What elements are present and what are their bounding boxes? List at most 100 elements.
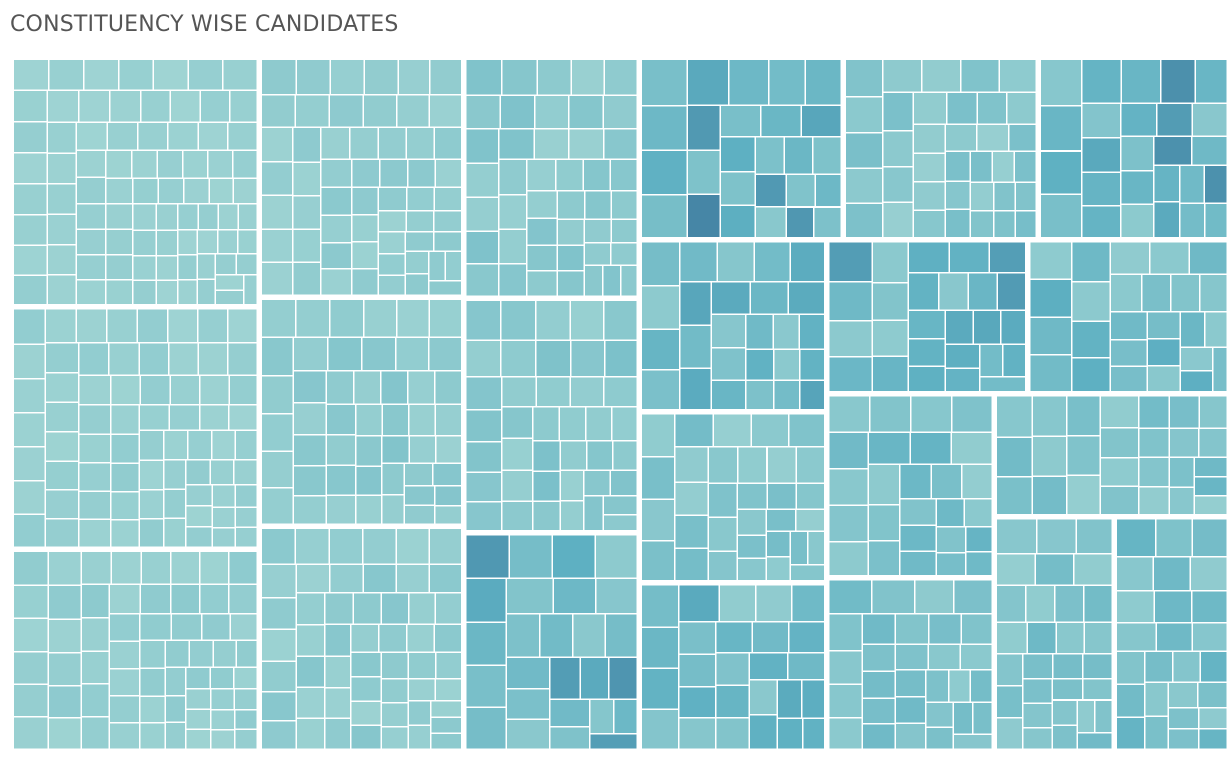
treemap-tile [199,343,228,375]
treemap-tile [829,357,872,392]
treemap-tile [533,441,560,471]
treemap-tile [896,644,928,670]
treemap-tile [321,216,351,242]
treemap-tile [111,464,139,492]
treemap-tile [1023,703,1052,727]
treemap-tile [381,371,408,404]
treemap-tile [14,91,47,121]
treemap-tile [829,433,868,469]
treemap-tile [156,230,178,255]
treemap-tile [378,128,406,159]
treemap-tile [409,436,436,463]
treemap-tile [133,179,158,204]
treemap-tile [178,280,197,305]
treemap-tile [1205,312,1227,347]
treemap-tile [262,263,292,295]
treemap-tile [211,689,234,709]
treemap-tile [1150,242,1189,274]
treemap-tile [466,707,506,749]
treemap-tile [679,718,716,749]
treemap-tile [262,630,296,661]
treemap-tile [407,625,434,652]
treemap-tile [1170,457,1194,487]
treemap-tile [215,254,236,275]
treemap-tile [1198,683,1227,707]
treemap-tile [1074,554,1112,585]
treemap-tile [829,614,862,650]
treemap-tile [139,431,163,460]
treemap-tile [140,668,165,696]
treemap-tile [535,129,569,159]
treemap-tile [133,230,156,256]
treemap-tile [293,337,328,370]
treemap-tile [1077,700,1094,733]
treemap-tile [326,435,355,465]
treemap-tile [1192,623,1227,651]
treemap-tile [198,204,218,229]
treemap-tile [325,593,353,624]
treemap-tile [829,321,872,356]
treemap-tile [431,701,461,717]
treemap-tile [132,151,157,178]
treemap-tile [140,640,165,668]
treemap-tile [171,614,201,640]
treemap-tile [198,230,217,253]
treemap-tile [869,505,899,540]
treemap-tile [802,105,841,136]
treemap-tile [156,281,178,305]
treemap-tile [466,377,501,410]
treemap-tile [712,348,745,380]
treemap-tile [1192,104,1227,136]
treemap-tile [321,243,351,269]
treemap-tile [502,470,532,501]
treemap-tile [238,204,257,229]
treemap-tile [138,309,167,343]
treemap-tile [571,340,604,376]
treemap-tile [109,641,140,668]
treemap-tile [584,496,603,531]
treemap-tile [642,414,674,456]
treemap-tile [45,373,79,402]
treemap-tile [14,344,45,378]
treemap-tile [737,510,766,535]
treemap-tile [752,414,789,447]
treemap-tile [45,432,79,461]
treemap-tile [164,519,185,547]
treemap-tile [506,578,553,614]
treemap-tile [869,541,899,576]
treemap-tile [166,668,186,695]
treemap-tile [962,464,992,498]
treemap-tile [716,622,752,652]
treemap-tile [1077,733,1112,749]
treemap-tile [750,680,777,714]
treemap-tile [77,151,106,177]
treemap-tile [466,623,506,665]
treemap-tile [1121,204,1154,237]
treemap-tile [996,686,1022,717]
treemap-tile [293,466,326,495]
treemap-tile [139,490,163,518]
treemap-tile [296,565,330,592]
treemap-tile [429,529,461,564]
treemap-tile [466,96,500,129]
treemap-tile [81,684,109,716]
treemap-tile [409,405,435,436]
treemap-tile [766,531,790,556]
treemap-tile [106,255,133,280]
treemap-tile [1161,60,1195,103]
treemap-tile [774,381,799,409]
treemap-tile [81,717,109,749]
treemap-tile [954,734,992,749]
treemap-tile [870,396,911,432]
treemap-tile [107,123,137,150]
treemap-tile [873,356,908,392]
treemap-tile [914,124,945,153]
treemap-tile [1116,623,1156,651]
treemap-tile [79,343,109,375]
treemap-tile [1145,683,1168,716]
treemap-tile [611,471,637,495]
treemap-tile [680,325,711,368]
treemap-tile [966,552,992,576]
treemap-tile [48,184,76,214]
treemap-tile [45,403,79,432]
